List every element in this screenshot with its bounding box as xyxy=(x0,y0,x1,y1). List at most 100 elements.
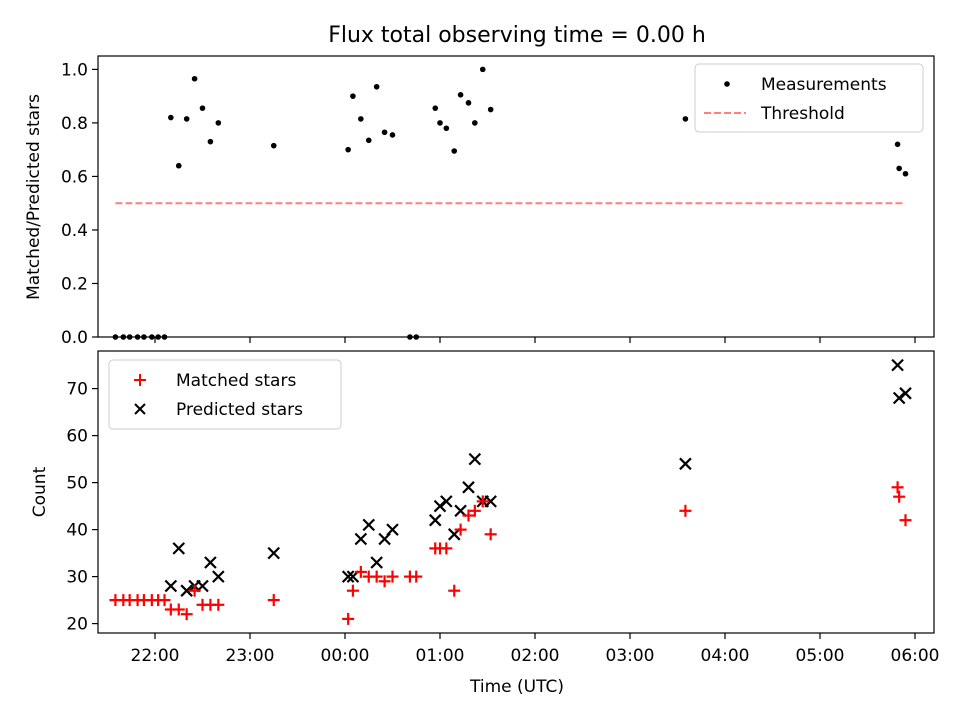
predicted-stars-point xyxy=(468,452,482,466)
count-x-tick-label: 02:00 xyxy=(511,646,560,666)
matched-stars-point xyxy=(158,594,171,607)
legend-matched-label: Matched stars xyxy=(176,371,296,391)
measurement-point xyxy=(112,334,119,340)
legend-matched-marker xyxy=(134,374,146,386)
predicted-stars-point xyxy=(341,570,355,583)
count-panel-frame xyxy=(97,350,935,634)
predicted-stars-point xyxy=(164,579,178,593)
matched-stars-point xyxy=(891,481,904,494)
matched-stars-point xyxy=(267,594,280,607)
matched-stars-point xyxy=(188,584,201,597)
legend-predicted-label: Predicted stars xyxy=(176,400,303,420)
legend-measurements-label: Measurements xyxy=(761,75,887,95)
ratio-y-tick-label: 0.4 xyxy=(61,221,88,241)
predicted-stars-point xyxy=(899,387,912,400)
chart-title: Flux total observing time = 0.00 h xyxy=(328,23,706,48)
measurement-point xyxy=(175,162,182,169)
measurement-point xyxy=(270,142,277,149)
count-y-tick-label: 60 xyxy=(66,427,88,447)
count-legend-box xyxy=(108,359,342,430)
matched-stars-point xyxy=(378,575,391,588)
x-axis-label: Time (UTC) xyxy=(469,677,564,697)
measurement-point xyxy=(365,137,372,144)
count-x-tick-label: 00:00 xyxy=(321,646,370,666)
predicted-stars-point xyxy=(462,481,475,494)
ratio-y-tick-label: 1.0 xyxy=(61,60,88,80)
matched-stars-point xyxy=(342,612,355,625)
count-y-label: Count xyxy=(30,466,50,517)
predicted-stars-point xyxy=(172,542,186,555)
count-x-axis: 22:00 23:00 00:00 01:00 02:00 03:00 04:00 05:00… xyxy=(131,633,940,666)
predicted-stars-point xyxy=(484,495,497,508)
predicted-stars-point xyxy=(891,358,904,372)
count-marks xyxy=(109,358,912,625)
matched-stars-point xyxy=(899,514,912,527)
measurement-point xyxy=(487,106,494,113)
matched-stars-point xyxy=(893,490,906,503)
measurement-point xyxy=(120,334,127,340)
measurement-point xyxy=(207,138,214,145)
measurement-point xyxy=(155,334,161,340)
ratio-y-tick-label: 0.6 xyxy=(61,167,88,187)
ratio-y-axis: 0.0 0.2 0.4 0.6 0.8 1.0 xyxy=(61,60,98,348)
predicted-stars-point xyxy=(892,391,906,405)
measurement-point xyxy=(373,83,380,90)
matched-stars-point xyxy=(484,528,497,541)
count-y-axis: 20 30 40 50 60 70 xyxy=(66,380,98,635)
measurement-point xyxy=(191,75,198,82)
ratio-legend-box xyxy=(694,63,924,133)
predicted-stars-point xyxy=(440,495,453,508)
count-y-tick-label: 30 xyxy=(66,568,88,588)
measurement-point xyxy=(682,116,689,122)
predicted-stars-point xyxy=(433,499,447,513)
measurement-point xyxy=(413,334,420,340)
count-x-tick-label: 04:00 xyxy=(701,646,750,666)
matched-stars-point xyxy=(346,584,359,597)
count-y-tick-label: 20 xyxy=(66,615,88,635)
measurement-point xyxy=(149,334,155,340)
measurement-point xyxy=(437,120,443,126)
measurement-point xyxy=(432,105,439,111)
measurement-point xyxy=(407,334,413,340)
measurement-point xyxy=(199,105,206,111)
predicted-stars-point xyxy=(370,556,383,569)
measurement-point xyxy=(465,100,472,106)
count-x-tick-label: 23:00 xyxy=(226,646,275,666)
measurement-point xyxy=(350,93,356,99)
matched-stars-point xyxy=(679,504,692,517)
measurement-point xyxy=(381,129,388,136)
matched-stars-point xyxy=(454,523,467,536)
matched-stars-point xyxy=(212,598,225,611)
predicted-stars-point xyxy=(679,457,692,471)
ratio-y-tick-label: 0.2 xyxy=(61,274,88,294)
ratio-panel-frame xyxy=(97,55,935,338)
matched-stars-point xyxy=(386,570,399,583)
measurement-point xyxy=(896,165,902,172)
count-x-tick-label: 06:00 xyxy=(891,646,940,666)
matched-stars-point xyxy=(462,509,475,522)
predicted-stars-point xyxy=(362,518,376,532)
measurement-point xyxy=(479,66,486,73)
count-y-tick-label: 40 xyxy=(66,521,88,541)
measurement-point xyxy=(126,334,133,340)
ratio-y-tick-label: 0.8 xyxy=(61,114,88,134)
count-panel: 20 30 40 50 60 70 22:00 23:00 00:00 01:00 02:00 03… xyxy=(30,350,940,697)
count-x-tick-label: 22:00 xyxy=(131,646,180,666)
count-y-tick-label: 50 xyxy=(66,474,88,494)
measurement-point xyxy=(902,170,909,177)
legend-threshold-label: Threshold xyxy=(760,104,845,124)
measurement-point xyxy=(141,334,147,340)
predicted-stars-point xyxy=(204,556,217,569)
measurement-point xyxy=(389,132,396,138)
ratio-marks xyxy=(112,66,909,340)
measurement-point xyxy=(168,114,174,121)
legend-predicted-marker xyxy=(134,403,146,415)
count-y-tick-label: 70 xyxy=(66,380,88,400)
count-legend: Matched stars Predicted stars xyxy=(108,359,342,430)
measurement-point xyxy=(215,120,222,126)
predicted-stars-point xyxy=(428,513,442,527)
matched-stars-point xyxy=(354,565,367,578)
measurement-point xyxy=(134,334,141,340)
matched-stars-point xyxy=(476,495,489,508)
